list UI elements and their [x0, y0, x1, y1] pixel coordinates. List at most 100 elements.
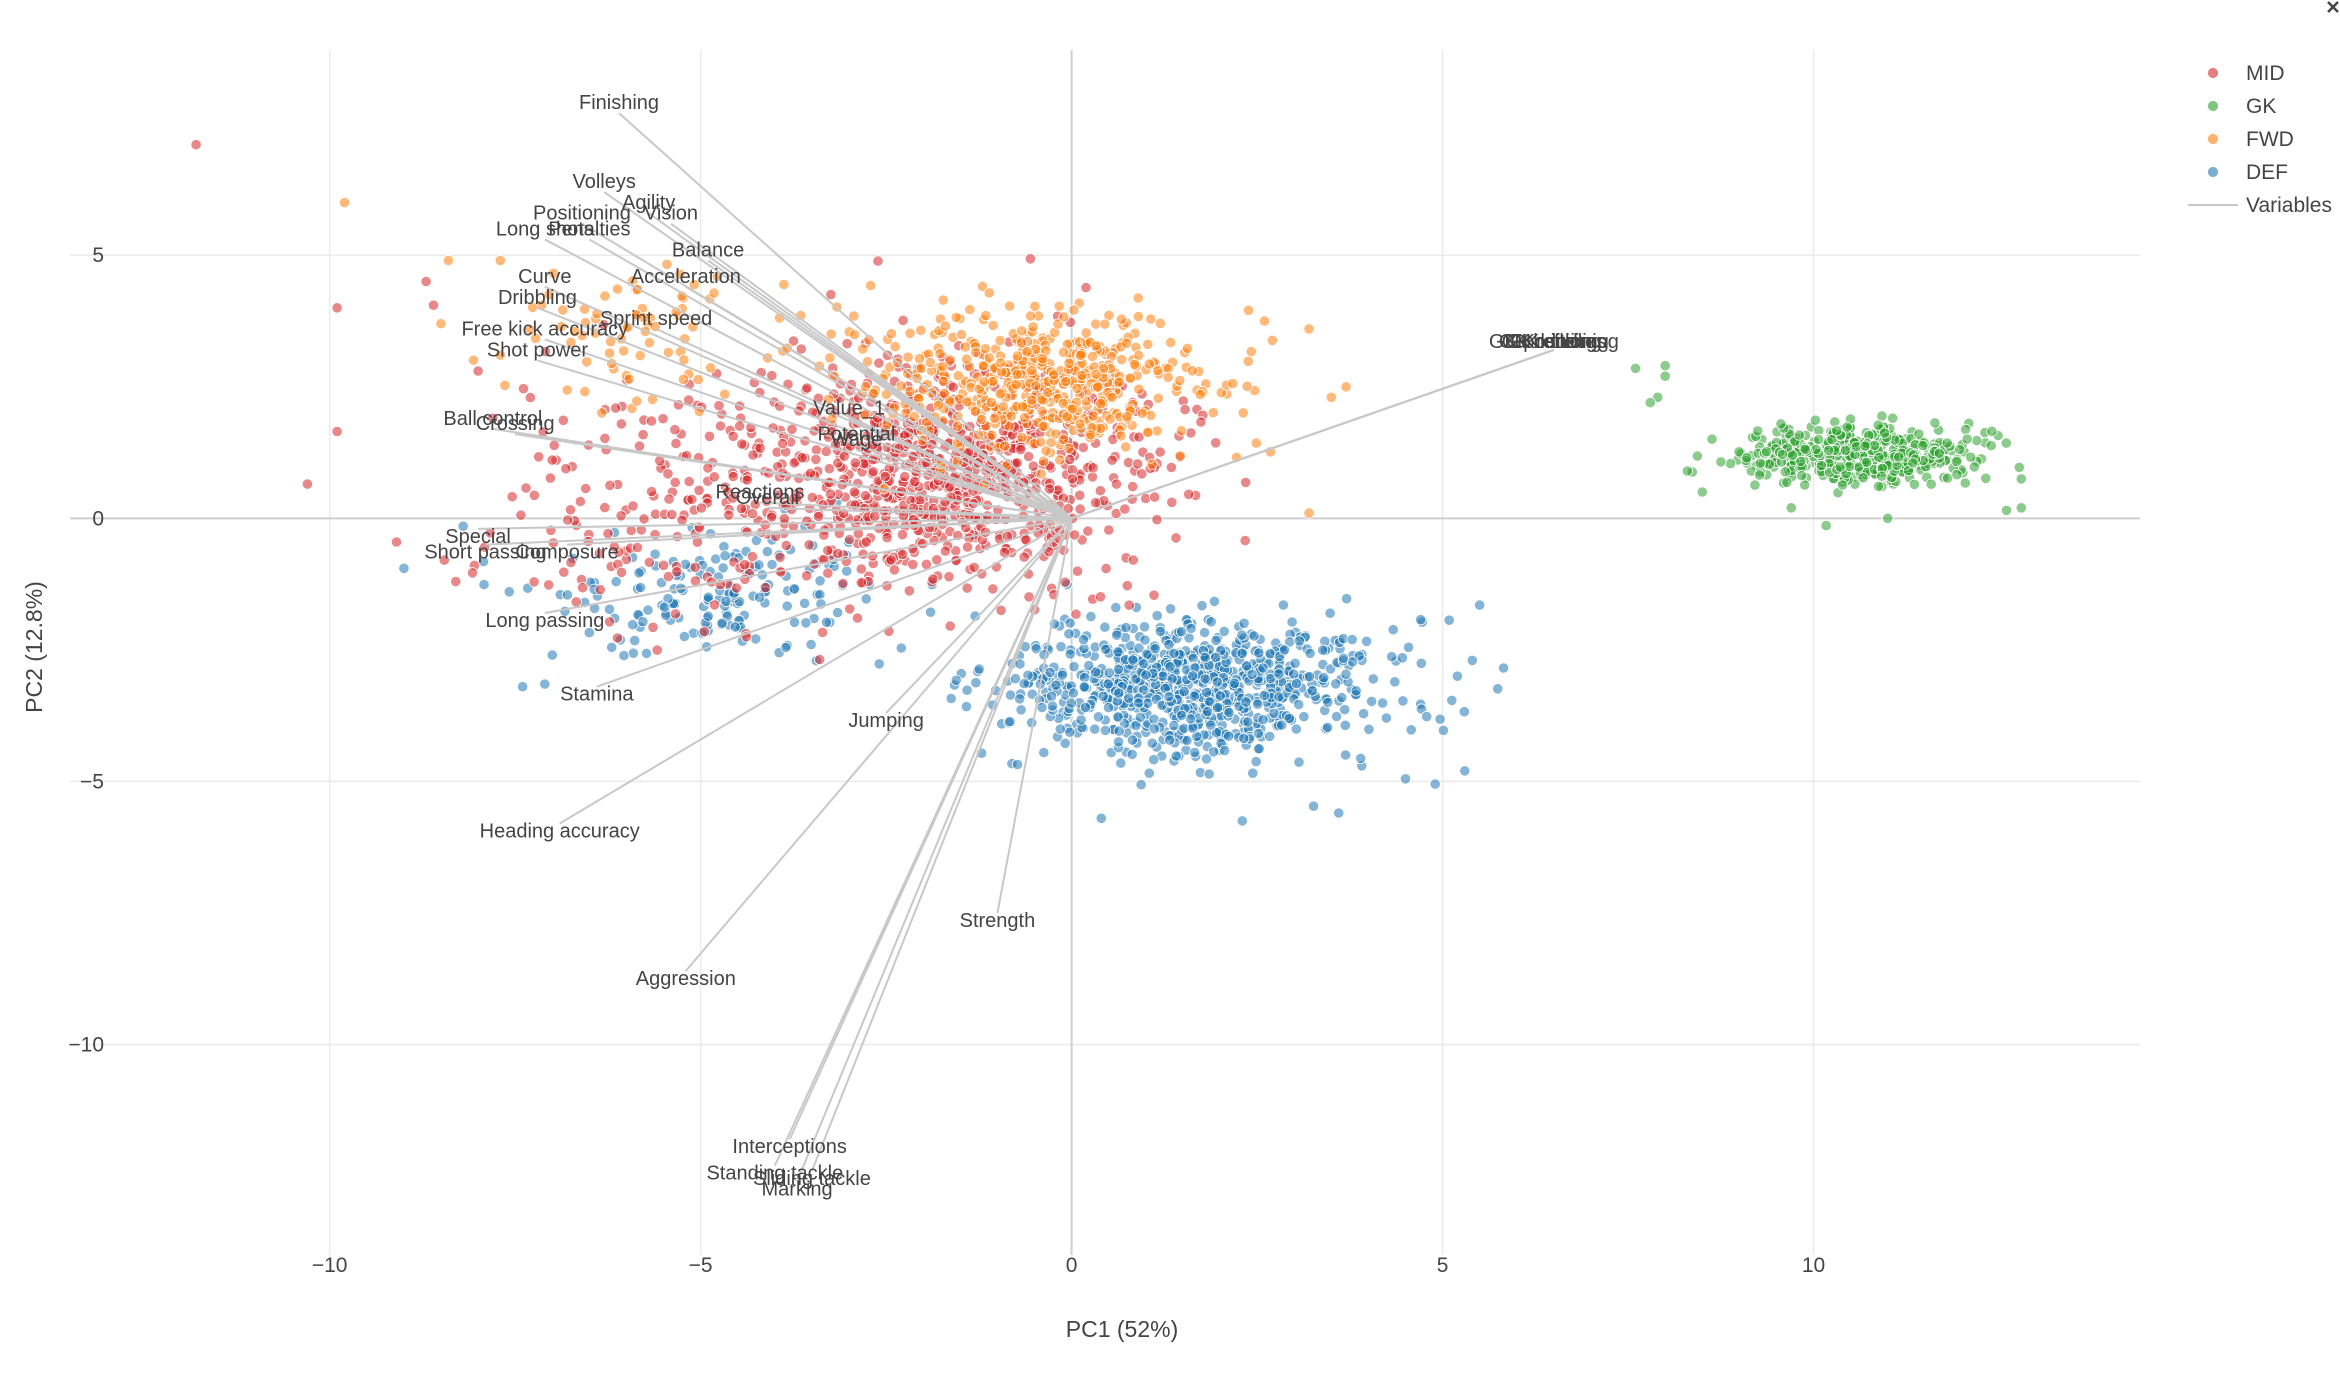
data-point[interactable] — [1009, 673, 1022, 685]
data-point[interactable] — [671, 566, 683, 578]
data-point[interactable] — [1799, 479, 1811, 491]
data-point[interactable] — [896, 529, 909, 541]
data-point[interactable] — [698, 626, 710, 638]
data-point[interactable] — [576, 582, 589, 594]
data-point[interactable] — [927, 573, 939, 585]
data-point[interactable] — [1048, 368, 1060, 380]
data-point[interactable] — [1113, 376, 1125, 388]
scatter-points[interactable] — [190, 139, 2027, 827]
data-point[interactable] — [885, 554, 897, 566]
data-point[interactable] — [939, 320, 952, 332]
data-point[interactable] — [669, 424, 681, 436]
data-point[interactable] — [810, 444, 823, 456]
data-point[interactable] — [1086, 350, 1099, 363]
data-point[interactable] — [1276, 719, 1288, 731]
data-point[interactable] — [924, 356, 937, 369]
data-point[interactable] — [618, 649, 630, 662]
data-point[interactable] — [610, 575, 622, 588]
data-point[interactable] — [611, 283, 624, 295]
data-point[interactable] — [1893, 451, 1905, 463]
data-point[interactable] — [1037, 353, 1049, 365]
data-point[interactable] — [1138, 684, 1150, 696]
data-point[interactable] — [897, 314, 909, 326]
data-point[interactable] — [1965, 451, 1977, 463]
data-point[interactable] — [1019, 412, 1031, 424]
data-point[interactable] — [915, 324, 927, 336]
data-point[interactable] — [643, 556, 656, 568]
data-point[interactable] — [1140, 669, 1152, 681]
data-point[interactable] — [1021, 345, 1033, 358]
data-point[interactable] — [637, 429, 649, 441]
data-point[interactable] — [1092, 381, 1104, 393]
data-point[interactable] — [1340, 749, 1352, 761]
data-point[interactable] — [1187, 670, 1199, 682]
data-point[interactable] — [806, 491, 818, 503]
data-point[interactable] — [848, 486, 860, 498]
data-point[interactable] — [716, 617, 728, 629]
data-point[interactable] — [1055, 641, 1067, 653]
data-point[interactable] — [1199, 651, 1211, 664]
data-point[interactable] — [1257, 714, 1269, 726]
legend-item-def[interactable]: DEF — [2207, 161, 2289, 184]
data-point[interactable] — [1303, 323, 1315, 335]
data-point[interactable] — [1111, 629, 1123, 641]
data-point[interactable] — [1030, 643, 1042, 655]
data-point[interactable] — [708, 287, 720, 299]
data-point[interactable] — [1113, 687, 1125, 699]
data-point[interactable] — [390, 536, 403, 548]
data-point[interactable] — [494, 349, 506, 361]
data-point[interactable] — [1106, 391, 1118, 403]
data-point[interactable] — [727, 492, 739, 504]
data-point[interactable] — [1100, 643, 1112, 655]
data-point[interactable] — [881, 532, 893, 544]
data-point[interactable] — [801, 515, 813, 527]
data-point[interactable] — [973, 663, 985, 675]
data-point[interactable] — [1793, 429, 1806, 441]
data-point[interactable] — [1346, 633, 1358, 646]
data-point[interactable] — [1303, 671, 1316, 683]
data-point[interactable] — [670, 437, 682, 450]
data-point[interactable] — [1154, 625, 1166, 638]
data-point[interactable] — [560, 463, 572, 475]
data-point[interactable] — [617, 345, 630, 357]
legend-item-gk[interactable]: GK — [2207, 95, 2277, 118]
data-point[interactable] — [547, 267, 560, 279]
data-point[interactable] — [795, 343, 807, 355]
data-point[interactable] — [814, 575, 826, 587]
data-point[interactable] — [331, 302, 343, 314]
data-point[interactable] — [851, 612, 864, 624]
data-point[interactable] — [1123, 692, 1135, 704]
data-point[interactable] — [1749, 479, 1761, 491]
data-point[interactable] — [1106, 454, 1118, 466]
data-point[interactable] — [1367, 673, 1379, 685]
data-point[interactable] — [688, 278, 700, 291]
data-point[interactable] — [1358, 708, 1370, 720]
data-point[interactable] — [1960, 423, 1972, 435]
data-point[interactable] — [627, 647, 639, 659]
data-point[interactable] — [719, 550, 731, 562]
data-point[interactable] — [301, 478, 313, 490]
data-point[interactable] — [1196, 600, 1208, 612]
data-point[interactable] — [1242, 716, 1254, 728]
data-point[interactable] — [1103, 524, 1115, 536]
data-point[interactable] — [1026, 394, 1038, 406]
data-point[interactable] — [657, 413, 669, 425]
data-point[interactable] — [822, 393, 835, 405]
data-point[interactable] — [1023, 591, 1035, 603]
data-point[interactable] — [1215, 387, 1227, 399]
data-point[interactable] — [1761, 446, 1773, 458]
data-point[interactable] — [950, 674, 962, 686]
data-point[interactable] — [907, 543, 919, 555]
data-point[interactable] — [1132, 292, 1144, 304]
data-point[interactable] — [1211, 676, 1223, 688]
data-point[interactable] — [959, 341, 971, 353]
data-point[interactable] — [1942, 472, 1954, 484]
data-point[interactable] — [1878, 427, 1891, 439]
data-point[interactable] — [1210, 727, 1223, 739]
data-point[interactable] — [651, 644, 663, 656]
data-point[interactable] — [599, 290, 611, 302]
data-point[interactable] — [633, 567, 645, 579]
data-point[interactable] — [1872, 480, 1885, 492]
data-point[interactable] — [998, 440, 1011, 452]
data-point[interactable] — [1170, 532, 1182, 544]
